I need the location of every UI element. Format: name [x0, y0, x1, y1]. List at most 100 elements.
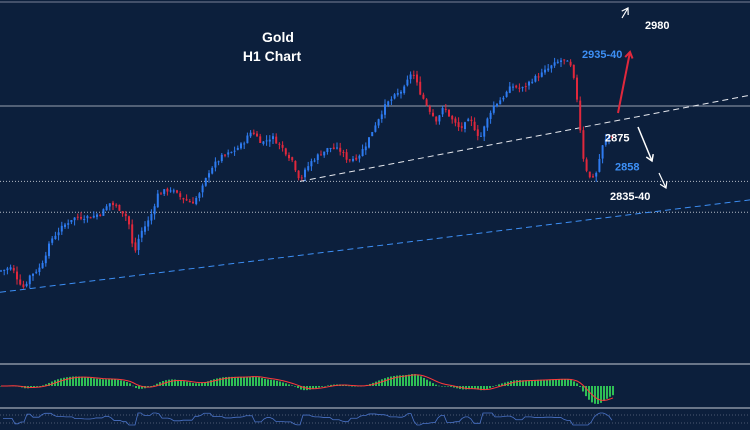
histogram-bar — [156, 383, 158, 386]
histogram-bar — [576, 383, 578, 386]
histogram-bar — [561, 379, 563, 386]
bull-candle — [380, 114, 383, 120]
signal-line — [0, 374, 614, 401]
histogram-bar — [411, 374, 413, 386]
histogram-bar — [420, 376, 422, 386]
bull-candle — [598, 158, 601, 172]
histogram-bar — [102, 379, 104, 386]
histogram-bar — [504, 382, 506, 386]
bull-candle — [28, 275, 31, 285]
bear-candle — [332, 147, 335, 150]
bull-candle — [198, 193, 201, 198]
chart-title: Gold — [262, 29, 294, 45]
bull-candle — [531, 81, 534, 83]
bull-candle — [60, 225, 63, 232]
bull-candle — [409, 74, 412, 80]
bear-candle — [252, 132, 255, 134]
bull-candle — [96, 214, 98, 217]
bull-candle — [265, 140, 268, 142]
bull-candle — [262, 141, 265, 144]
histogram-bar — [0, 386, 2, 387]
up-arrow-small-head — [621, 7, 629, 16]
histogram-bar — [282, 382, 284, 386]
bull-candle — [544, 69, 546, 73]
histogram-bar — [498, 384, 500, 386]
histogram-bar — [603, 386, 605, 401]
price-label: 2835-40 — [610, 191, 650, 203]
bear-candle — [537, 76, 540, 78]
histogram-bar — [90, 377, 92, 386]
bull-candle — [83, 219, 86, 221]
bull-candle — [233, 150, 236, 152]
histogram-bar — [588, 386, 590, 400]
histogram-bar — [213, 379, 215, 386]
bull-candle — [534, 75, 537, 82]
histogram-bar — [345, 385, 347, 386]
histogram-bar — [87, 377, 89, 386]
bull-candle — [556, 61, 559, 63]
histogram-bar — [546, 379, 548, 386]
bear-candle — [192, 201, 194, 204]
bear-candle — [185, 199, 188, 201]
histogram-bar — [573, 381, 575, 386]
histogram-bar — [399, 375, 401, 386]
bear-candle — [12, 268, 15, 271]
histogram-bar — [552, 379, 554, 386]
histogram-bar — [291, 385, 293, 386]
histogram-bar — [423, 377, 425, 386]
bull-candle — [25, 283, 28, 287]
histogram-bar — [60, 378, 62, 386]
bull-candle — [604, 138, 607, 145]
bull-candle — [384, 104, 386, 115]
histogram-bar — [63, 377, 65, 386]
bear-candle — [19, 279, 22, 285]
histogram-bar — [501, 383, 503, 386]
bear-candle — [320, 154, 322, 156]
histogram-bar — [126, 382, 128, 386]
bear-candle — [76, 216, 79, 218]
histogram-bar — [255, 376, 257, 386]
histogram-bar — [600, 386, 602, 403]
bull-candle — [169, 190, 172, 192]
bear-candle — [448, 109, 450, 117]
bear-candle — [99, 214, 102, 216]
histogram-bar — [519, 380, 521, 386]
bear-candle — [294, 161, 297, 171]
histogram-bar — [84, 377, 86, 386]
bull-candle — [480, 135, 482, 137]
histogram-bar — [159, 382, 161, 386]
histogram-bar — [246, 376, 248, 386]
bull-candle — [41, 262, 44, 269]
bull-candle — [38, 267, 41, 273]
histogram-bar — [288, 384, 290, 386]
histogram-bar — [450, 386, 452, 387]
histogram-bar — [315, 386, 317, 389]
bull-candle — [336, 147, 338, 149]
bull-candle — [140, 230, 143, 238]
histogram-bar — [207, 381, 209, 386]
bull-candle — [208, 173, 210, 178]
bull-candle — [441, 108, 444, 115]
bull-candle — [307, 166, 310, 171]
histogram-bar — [408, 374, 410, 386]
bear-candle — [563, 59, 566, 61]
bull-candle — [0, 270, 2, 272]
bull-candle — [32, 273, 34, 276]
bull-candle — [9, 267, 12, 270]
histogram-bar — [429, 381, 431, 386]
histogram-bar — [297, 386, 299, 389]
histogram-bar — [525, 380, 527, 386]
up-arrow-head — [624, 50, 634, 59]
bull-candle — [201, 185, 204, 193]
bull-candle — [387, 101, 390, 106]
histogram-bar — [210, 380, 212, 386]
bull-candle — [195, 197, 198, 205]
bear-candle — [582, 130, 585, 159]
histogram-bar — [180, 380, 182, 386]
bull-candle — [396, 92, 399, 95]
bear-candle — [435, 116, 438, 122]
bull-candle — [6, 268, 9, 271]
histogram-bar — [528, 380, 530, 386]
histogram-bar — [261, 378, 263, 386]
